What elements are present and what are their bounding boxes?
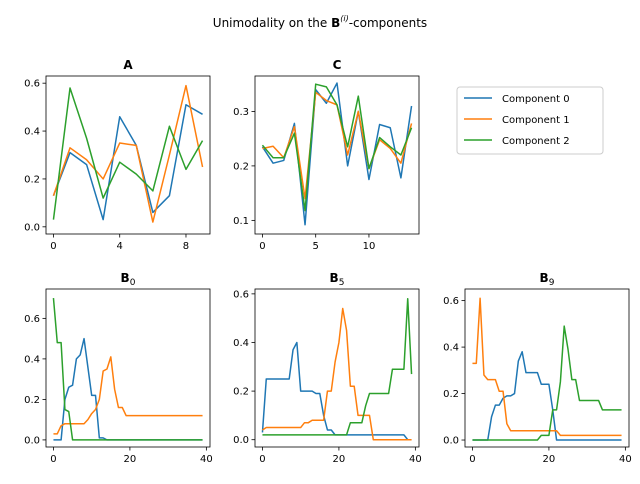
y-tick-label: 0.2 xyxy=(24,174,40,185)
legend-label-1: Component 1 xyxy=(502,115,570,126)
y-tick-label: 0.6 xyxy=(443,296,459,307)
axes-frame xyxy=(254,288,420,448)
subplot-3: B5 0 20 40 0.0 0.2 0.4 0.6 xyxy=(233,271,422,465)
y-tick-label: 0.3 xyxy=(233,107,249,118)
series-line-1 xyxy=(262,307,412,441)
legend: Component 0 Component 1 Component 2 xyxy=(456,86,604,155)
x-tick-label: 8 xyxy=(183,241,189,252)
x-tick-label: 20 xyxy=(543,454,556,465)
figure-title-bold: B xyxy=(331,16,340,30)
y-tick-label: 0.0 xyxy=(24,222,40,233)
subplot-2: B00 20 400.00.20.40.6 xyxy=(24,271,213,465)
x-tick-label: 20 xyxy=(124,454,137,465)
subplot-title-main: B xyxy=(121,271,130,285)
subplot-title: C xyxy=(333,58,342,72)
y-tick-label: 0.4 xyxy=(233,338,249,349)
subplot-title-subscript: 5 xyxy=(339,278,345,288)
x-tick-label: 0 xyxy=(469,454,475,465)
x-tick-label: 4 xyxy=(117,241,123,252)
legend-label-0: Component 0 xyxy=(502,94,570,105)
y-tick-label: 0.6 xyxy=(24,314,40,325)
subplot-4: B9 0 20 40 0.0 0.2 0.4 0.6 xyxy=(443,271,632,465)
series-line-0 xyxy=(472,350,622,441)
x-tick-label: 20 xyxy=(333,454,346,465)
y-tick-label: 0.0 xyxy=(233,435,249,446)
subplot-0: A 0 4 8 0.0 0.2 0.4 0.6 xyxy=(24,58,211,252)
series-line-2 xyxy=(261,83,413,212)
axes-frame xyxy=(254,75,420,235)
y-tick-label: 0.2 xyxy=(233,161,249,172)
series-line-1 xyxy=(53,356,203,435)
y-tick-label: 0.4 xyxy=(24,127,40,138)
subplot-title-subscript: 9 xyxy=(549,278,555,288)
series-line-2 xyxy=(52,298,203,441)
x-tick-label: 0 xyxy=(50,241,56,252)
figure-title-prefix: Unimodality on the xyxy=(213,16,331,30)
y-tick-label: 0.0 xyxy=(24,435,40,446)
y-tick-label: 0.4 xyxy=(24,354,40,365)
x-tick-label: 0 xyxy=(50,454,56,465)
subplot-title-main: B xyxy=(540,271,549,285)
y-tick-label: 0.2 xyxy=(233,387,249,398)
axes-frame xyxy=(464,288,630,448)
legend-label-2: Component 2 xyxy=(502,136,570,147)
x-tick-label: 40 xyxy=(409,454,422,465)
subplot-title: B5 xyxy=(330,271,345,288)
axes-frame xyxy=(45,75,211,235)
axes-frame xyxy=(45,288,211,448)
legend-frame xyxy=(456,86,604,155)
y-tick-label: 0.2 xyxy=(24,395,40,406)
x-tick-label: 0 xyxy=(259,241,265,252)
subplot-title-main: C xyxy=(333,58,342,72)
x-tick-label: 10 xyxy=(363,241,376,252)
series-line-0 xyxy=(52,103,203,221)
subplot-title: B0 xyxy=(121,271,136,288)
series-line-1 xyxy=(52,84,204,223)
subplot-title-main: A xyxy=(123,58,133,72)
series-line-2 xyxy=(262,297,413,436)
y-tick-label: 0.1 xyxy=(233,216,249,227)
subplot-1: C 0 5 10 0.1 0.2 0.3 xyxy=(233,58,420,252)
x-tick-label: 5 xyxy=(313,241,319,252)
y-tick-label: 0.6 xyxy=(233,289,249,300)
series-line-2 xyxy=(52,87,204,220)
subplot-title: A xyxy=(123,58,133,72)
y-tick-label: 0.0 xyxy=(443,436,459,447)
series-line-1 xyxy=(472,297,622,437)
x-tick-label: 40 xyxy=(619,454,632,465)
figure-title-sup: (i) xyxy=(340,14,348,23)
figure-title-suffix: -components xyxy=(349,16,427,30)
y-tick-label: 0.6 xyxy=(24,79,40,90)
y-tick-label: 0.4 xyxy=(443,343,459,354)
subplot-title-subscript: 0 xyxy=(130,278,136,288)
figure-title: Unimodality on the B(i)-components xyxy=(213,14,427,30)
subplot-title: B9 xyxy=(540,271,555,288)
y-tick-label: 0.2 xyxy=(443,389,459,400)
series-line-2 xyxy=(472,325,622,441)
x-tick-label: 0 xyxy=(259,454,265,465)
subplot-title-main: B xyxy=(330,271,339,285)
x-tick-label: 40 xyxy=(200,454,213,465)
